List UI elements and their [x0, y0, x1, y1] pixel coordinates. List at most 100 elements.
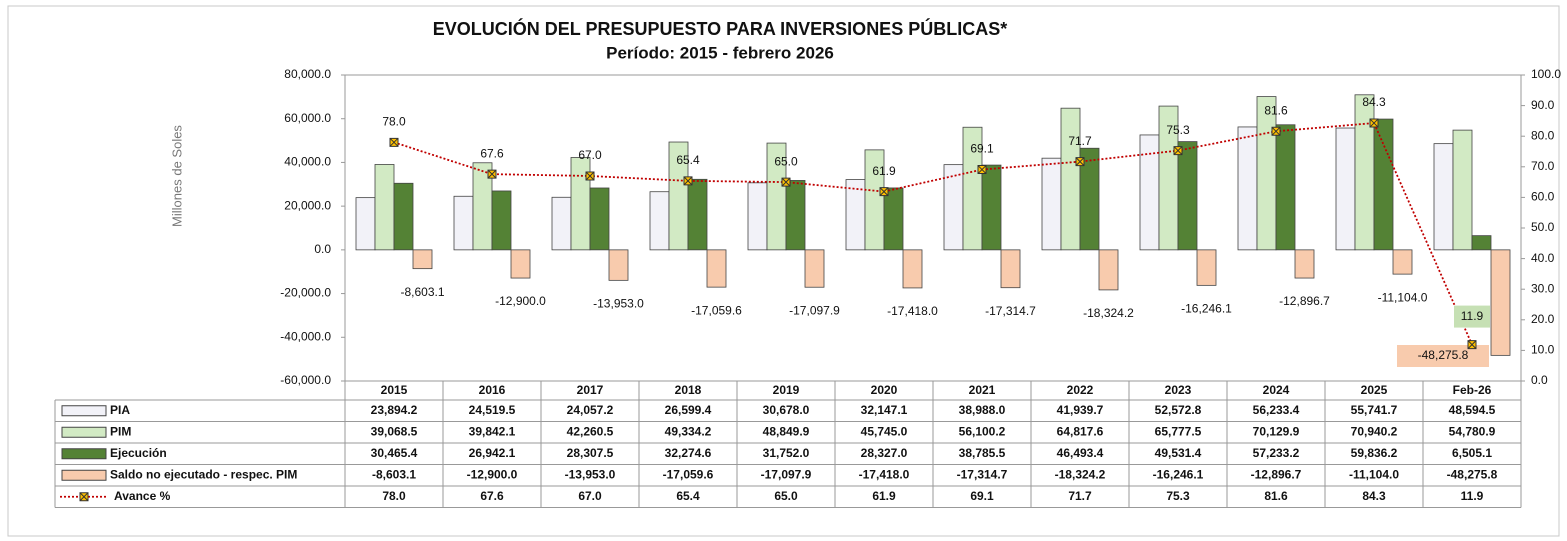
bar: [1433, 143, 1454, 251]
data-label: -12,900.0: [495, 294, 546, 308]
table-cell: 52,572.8: [1155, 403, 1202, 417]
bar: [1079, 147, 1100, 251]
legend-key: [61, 448, 107, 460]
table-cell: 39,068.5: [371, 424, 418, 438]
table-cell: 24,519.5: [469, 403, 516, 417]
x-tick-label: 2015: [381, 383, 408, 397]
bar: [1098, 249, 1119, 291]
x-tick-label: 2017: [577, 383, 604, 397]
bar: [804, 249, 825, 288]
table-cell: 26,942.1: [469, 446, 516, 460]
data-label-bg: [1397, 345, 1489, 367]
table-cell: -8,603.1: [372, 467, 416, 481]
data-label: -8,603.1: [400, 285, 444, 299]
data-label: -12,896.7: [1279, 294, 1330, 308]
y-tick-label: -20,000.0: [280, 286, 331, 300]
table-cell: 41,939.7: [1057, 403, 1104, 417]
line-marker: [781, 177, 791, 187]
line-marker: [1173, 146, 1183, 156]
data-label: -17,418.0: [887, 304, 938, 318]
table-cell: 56,100.2: [959, 424, 1006, 438]
y2-tick-label: 70.0: [1531, 159, 1555, 173]
line-marker: [683, 176, 693, 186]
table-cell: 65,777.5: [1155, 424, 1202, 438]
table-cell: 54,780.9: [1449, 424, 1496, 438]
y2-tick-label: 0.0: [1531, 373, 1548, 387]
table-cell: 45,745.0: [861, 424, 908, 438]
table-cell: -17,059.6: [663, 467, 714, 481]
table-cell: -12,896.7: [1251, 467, 1302, 481]
table-cell: 61.9: [872, 489, 896, 503]
data-label: 67.6: [480, 146, 504, 160]
table-cell: 55,741.7: [1351, 403, 1398, 417]
table-cell: 84.3: [1362, 489, 1386, 503]
bar: [1471, 235, 1492, 251]
bar: [589, 187, 610, 251]
legend-key: [61, 426, 107, 438]
table-cell: 26,599.4: [665, 403, 712, 417]
bar: [551, 196, 572, 251]
table-cell: -17,418.0: [859, 467, 910, 481]
x-tick-label: Feb-26: [1453, 383, 1492, 397]
chart-title: EVOLUCIÓN DEL PRESUPUESTO PARA INVERSION…: [433, 18, 1007, 39]
table-cell: 49,334.2: [665, 424, 712, 438]
line-marker: [1271, 126, 1281, 136]
bar: [883, 187, 904, 251]
bar: [1452, 129, 1473, 251]
chart-subtitle: Período: 2015 - febrero 2026: [606, 43, 834, 62]
table-cell: 38,785.5: [959, 446, 1006, 460]
table-cell: 57,233.2: [1253, 446, 1300, 460]
bar: [649, 191, 670, 251]
table-cell: -48,275.8: [1447, 467, 1498, 481]
table-cell: 48,849.9: [763, 424, 810, 438]
bar: [1335, 127, 1356, 251]
y2-tick-label: 80.0: [1531, 128, 1555, 142]
table-cell: 42,260.5: [567, 424, 614, 438]
bar: [1392, 249, 1413, 275]
x-tick-label: 2018: [675, 383, 702, 397]
legend-key: [61, 405, 107, 417]
table-cell: 32,147.1: [861, 403, 908, 417]
legend-label: Saldo no ejecutado - respec. PIM: [110, 467, 297, 481]
data-label: -17,314.7: [985, 304, 1036, 318]
y2-tick-label: 100.0: [1531, 67, 1561, 81]
y2-tick-label: 10.0: [1531, 343, 1555, 357]
table-cell: 67.6: [480, 489, 504, 503]
table-cell: 23,894.2: [371, 403, 418, 417]
bar: [687, 178, 708, 251]
line-marker: [879, 187, 889, 197]
table-cell: 46,493.4: [1057, 446, 1104, 460]
table-cell: 31,752.0: [763, 446, 810, 460]
data-label: 11.9: [1461, 309, 1484, 323]
table-cell: 70,940.2: [1351, 424, 1398, 438]
line-marker: [1467, 340, 1477, 350]
legend-marker: [79, 492, 89, 502]
bar: [981, 164, 1002, 251]
data-label: 75.3: [1166, 123, 1190, 137]
table-cell: 69.1: [970, 489, 994, 503]
table-cell: 48,594.5: [1449, 403, 1496, 417]
table-cell: 24,057.2: [567, 403, 614, 417]
x-tick-label: 2021: [969, 383, 996, 397]
legend-label: PIM: [110, 424, 131, 438]
bar: [1373, 118, 1394, 251]
table-cell: 38,988.0: [959, 403, 1006, 417]
table-cell: 65.0: [774, 489, 798, 503]
y-tick-label: 40,000.0: [284, 155, 331, 169]
table-cell: -13,953.0: [565, 467, 616, 481]
bar: [1041, 157, 1062, 251]
x-tick-label: 2025: [1361, 383, 1388, 397]
table-cell: 64,817.6: [1057, 424, 1104, 438]
table-cell: 75.3: [1166, 489, 1190, 503]
table-cell: 30,678.0: [763, 403, 810, 417]
bar: [1256, 96, 1277, 251]
table-cell: 11.9: [1461, 489, 1484, 503]
data-label: -16,246.1: [1181, 302, 1232, 316]
bar: [1354, 94, 1375, 251]
data-label: -17,059.6: [691, 303, 742, 317]
x-tick-label: 2024: [1263, 383, 1290, 397]
bar: [1490, 249, 1511, 356]
y-tick-label: -60,000.0: [280, 373, 331, 387]
data-label: 65.4: [676, 153, 700, 167]
